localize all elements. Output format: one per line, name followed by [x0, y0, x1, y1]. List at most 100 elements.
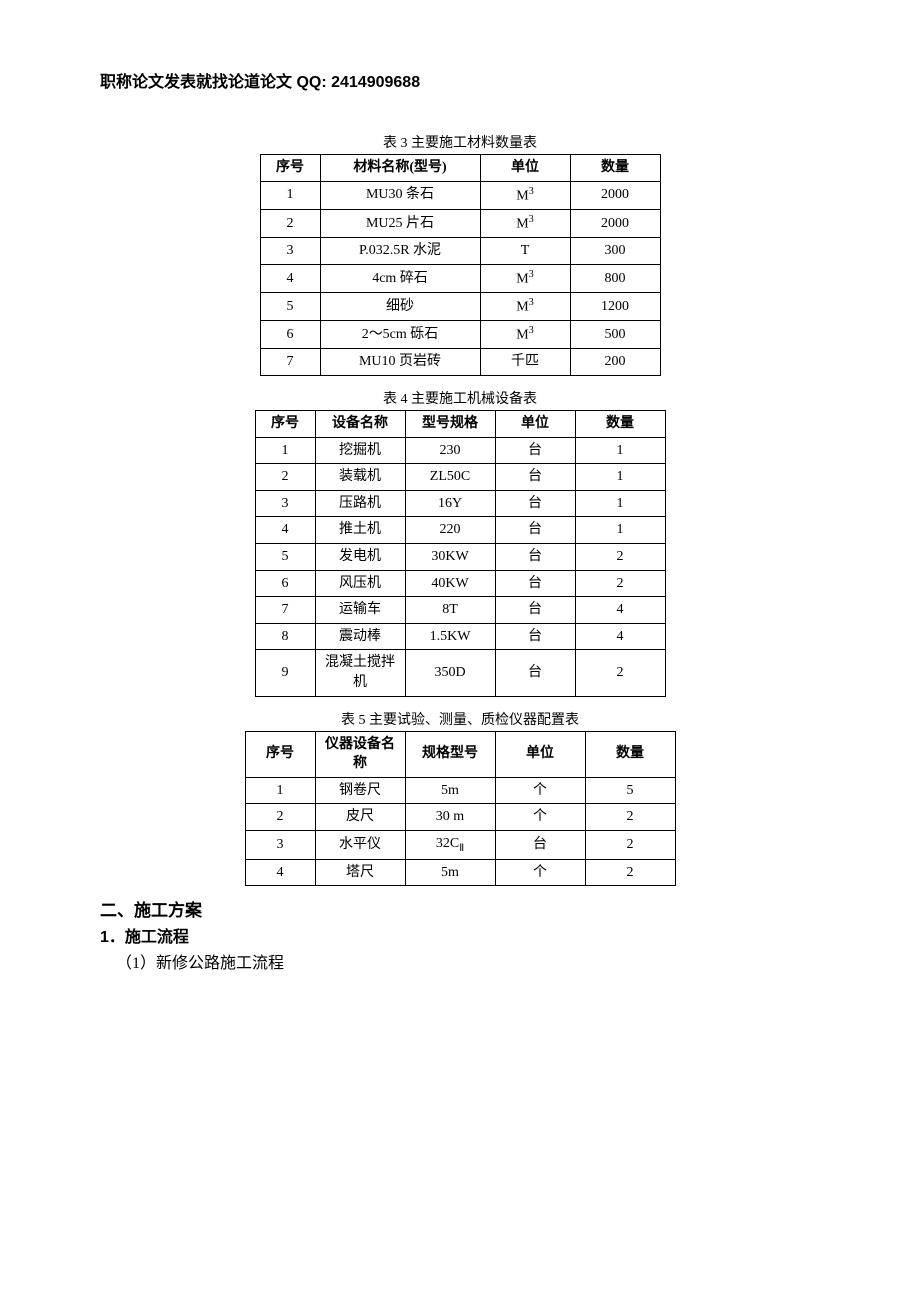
table4-cell: 台 — [495, 464, 575, 491]
table4-cell: ZL50C — [405, 464, 495, 491]
table3-cell: MU10 页岩砖 — [320, 349, 480, 376]
table5-row: 2皮尺30 m个2 — [245, 804, 675, 831]
table5-header-cell: 仪器设备名称 — [315, 731, 405, 777]
table3-cell: 细砂 — [320, 292, 480, 320]
table3-cell: M3 — [480, 209, 570, 237]
table4-cell: 台 — [495, 570, 575, 597]
table4-cell: 风压机 — [315, 570, 405, 597]
table4-cell: 2 — [575, 650, 665, 696]
table3-caption: 表 3 主要施工材料数量表 — [100, 132, 820, 152]
table4-row: 5发电机30KW台2 — [255, 544, 665, 571]
table5-cell: 钢卷尺 — [315, 777, 405, 804]
table4-cell: 8T — [405, 597, 495, 624]
table3-cell: 2～5cm 砾石 — [320, 321, 480, 349]
table5-caption: 表 5 主要试验、测量、质检仪器配置表 — [100, 709, 820, 729]
table5-cell: 水平仪 — [315, 830, 405, 859]
table3-cell: 300 — [570, 238, 660, 265]
table3: 序号材料名称(型号)单位数量1MU30 条石M320002MU25 片石M320… — [260, 154, 661, 376]
table4-cell: 1.5KW — [405, 623, 495, 650]
table3-cell: M3 — [480, 292, 570, 320]
table4-cell: 9 — [255, 650, 315, 696]
table3-cell: M3 — [480, 181, 570, 209]
table3-cell: 7 — [260, 349, 320, 376]
table4-cell: 台 — [495, 517, 575, 544]
table4-cell: 台 — [495, 597, 575, 624]
table4-header-row: 序号设备名称型号规格单位数量 — [255, 411, 665, 438]
table4-cell: 1 — [575, 517, 665, 544]
table4-row: 9混凝土搅拌机350D台2 — [255, 650, 665, 696]
table4-cell: 220 — [405, 517, 495, 544]
section-paragraph-1: （1）新修公路施工流程 — [100, 949, 820, 973]
table5-cell: 5m — [405, 859, 495, 886]
table5-cell: 30 m — [405, 804, 495, 831]
table4-cell: 1 — [575, 490, 665, 517]
table4-cell: 230 — [405, 437, 495, 464]
table5-header-cell: 单位 — [495, 731, 585, 777]
table4-cell: 7 — [255, 597, 315, 624]
table3-cell: 4 — [260, 264, 320, 292]
table4-header-cell: 型号规格 — [405, 411, 495, 438]
table4-cell: 装载机 — [315, 464, 405, 491]
table4-header-cell: 设备名称 — [315, 411, 405, 438]
table4-row: 8震动棒1.5KW台4 — [255, 623, 665, 650]
table4-cell: 混凝土搅拌机 — [315, 650, 405, 696]
table4-cell: 1 — [255, 437, 315, 464]
table5-cell: 2 — [245, 804, 315, 831]
table3-cell: 500 — [570, 321, 660, 349]
table5-cell: 4 — [245, 859, 315, 886]
table5-cell: 2 — [585, 859, 675, 886]
table4-cell: 5 — [255, 544, 315, 571]
table5-row: 4塔尺5m个2 — [245, 859, 675, 886]
table5-cell: 个 — [495, 777, 585, 804]
table4-cell: 4 — [255, 517, 315, 544]
table4-header-cell: 数量 — [575, 411, 665, 438]
table3-row: 2MU25 片石M32000 — [260, 209, 660, 237]
table4-cell: 30KW — [405, 544, 495, 571]
table5-header-cell: 数量 — [585, 731, 675, 777]
table3-cell: 200 — [570, 349, 660, 376]
table4-cell: 压路机 — [315, 490, 405, 517]
table4-header-cell: 序号 — [255, 411, 315, 438]
table4-row: 2装载机ZL50C台1 — [255, 464, 665, 491]
table4: 序号设备名称型号规格单位数量1挖掘机230台12装载机ZL50C台13压路机16… — [255, 410, 666, 697]
table3-cell: 千匹 — [480, 349, 570, 376]
table3-row: 1MU30 条石M32000 — [260, 181, 660, 209]
table3-cell: 800 — [570, 264, 660, 292]
table4-row: 3压路机16Y台1 — [255, 490, 665, 517]
table4-header-cell: 单位 — [495, 411, 575, 438]
table4-cell: 6 — [255, 570, 315, 597]
table5-cell: 塔尺 — [315, 859, 405, 886]
table4-row: 1挖掘机230台1 — [255, 437, 665, 464]
table5-row: 3水平仪32CⅡ台2 — [245, 830, 675, 859]
section-heading-1: 二、施工方案 — [100, 896, 820, 921]
table4-cell: 挖掘机 — [315, 437, 405, 464]
document-page: 职称论文发表就找论道论文 QQ: 2414909688 表 3 主要施工材料数量… — [0, 0, 920, 1033]
table3-header-row: 序号材料名称(型号)单位数量 — [260, 155, 660, 182]
table4-cell: 2 — [255, 464, 315, 491]
table3-cell: 6 — [260, 321, 320, 349]
table4-cell: 8 — [255, 623, 315, 650]
table4-caption: 表 4 主要施工机械设备表 — [100, 388, 820, 408]
table3-cell: 1 — [260, 181, 320, 209]
table4-cell: 推土机 — [315, 517, 405, 544]
section-heading-2: 1．施工流程 — [100, 923, 820, 947]
table4-cell: 16Y — [405, 490, 495, 517]
table3-cell: P.032.5R 水泥 — [320, 238, 480, 265]
table5-cell: 1 — [245, 777, 315, 804]
table5-cell: 个 — [495, 804, 585, 831]
table3-cell: 2000 — [570, 209, 660, 237]
table4-cell: 3 — [255, 490, 315, 517]
table4-cell: 2 — [575, 570, 665, 597]
table4-cell: 运输车 — [315, 597, 405, 624]
table5-cell: 2 — [585, 830, 675, 859]
table5-header-cell: 规格型号 — [405, 731, 495, 777]
table4-cell: 1 — [575, 437, 665, 464]
table5-cell: 3 — [245, 830, 315, 859]
table3-cell: T — [480, 238, 570, 265]
table5: 序号仪器设备名称规格型号单位数量1钢卷尺5m个52皮尺30 m个23水平仪32C… — [245, 731, 676, 887]
table3-cell: M3 — [480, 264, 570, 292]
table5-header-cell: 序号 — [245, 731, 315, 777]
table3-cell: MU25 片石 — [320, 209, 480, 237]
page-header: 职称论文发表就找论道论文 QQ: 2414909688 — [100, 68, 820, 92]
table5-cell: 5 — [585, 777, 675, 804]
